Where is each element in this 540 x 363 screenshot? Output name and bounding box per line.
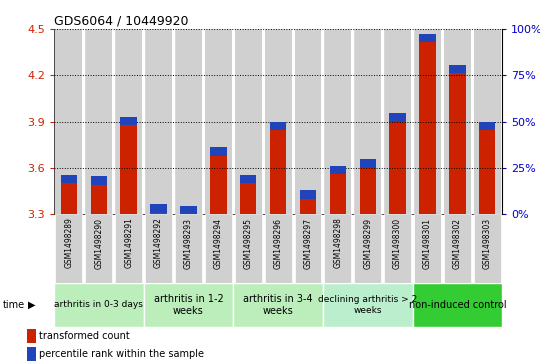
Text: arthritis in 1-2
weeks: arthritis in 1-2 weeks [153, 294, 224, 316]
Bar [210, 147, 227, 156]
Bar [54, 283, 144, 327]
Text: GSM1498292: GSM1498292 [154, 217, 163, 269]
Text: GSM1498294: GSM1498294 [214, 217, 223, 269]
Bar [60, 175, 77, 214]
Text: arthritis in 3-4
weeks: arthritis in 3-4 weeks [244, 294, 313, 316]
Bar [419, 34, 436, 42]
Bar [419, 34, 436, 214]
Bar [235, 29, 262, 214]
Bar [360, 159, 376, 214]
Bar [56, 214, 83, 283]
Text: time: time [3, 300, 25, 310]
Bar [85, 29, 112, 214]
Text: GSM1498299: GSM1498299 [363, 217, 372, 269]
Bar [210, 147, 227, 214]
Bar [270, 122, 286, 130]
Bar [474, 29, 501, 214]
Bar [449, 65, 465, 73]
Text: percentile rank within the sample: percentile rank within the sample [39, 349, 204, 359]
Bar [479, 122, 496, 130]
Bar [144, 283, 233, 327]
Bar [325, 29, 352, 214]
Bar [205, 29, 232, 214]
Bar [329, 166, 346, 174]
Bar [175, 29, 202, 214]
Text: GSM1498289: GSM1498289 [64, 217, 73, 269]
Bar [205, 214, 232, 283]
Bar [120, 117, 137, 214]
Bar [270, 122, 286, 214]
Bar [235, 214, 262, 283]
Bar [474, 214, 501, 283]
Bar [27, 329, 36, 343]
Bar [145, 29, 172, 214]
Bar [115, 214, 142, 283]
Bar [354, 214, 381, 283]
Text: non-induced control: non-induced control [409, 300, 506, 310]
Bar [449, 65, 465, 214]
Bar [413, 283, 502, 327]
Text: GSM1498295: GSM1498295 [244, 217, 253, 269]
Bar [85, 214, 112, 283]
Text: GSM1498297: GSM1498297 [303, 217, 313, 269]
Bar [294, 214, 321, 283]
Bar [56, 29, 83, 214]
Text: arthritis in 0-3 days: arthritis in 0-3 days [55, 301, 143, 309]
Text: transformed count: transformed count [39, 331, 130, 341]
Bar [414, 214, 441, 283]
Bar [325, 214, 352, 283]
Bar [91, 176, 107, 185]
Text: declining arthritis > 2
weeks: declining arthritis > 2 weeks [318, 295, 417, 315]
Bar [120, 117, 137, 126]
Bar [27, 347, 36, 361]
Text: GDS6064 / 10449920: GDS6064 / 10449920 [54, 15, 188, 28]
Text: ▶: ▶ [28, 300, 36, 310]
Bar [323, 283, 413, 327]
Bar [145, 214, 172, 283]
Bar [265, 214, 292, 283]
Bar [389, 113, 406, 122]
Bar [180, 207, 197, 215]
Bar [150, 204, 167, 214]
Bar [233, 283, 323, 327]
Bar [384, 29, 411, 214]
Bar [300, 190, 316, 199]
Text: GSM1498301: GSM1498301 [423, 217, 432, 269]
Text: GSM1498291: GSM1498291 [124, 217, 133, 269]
Bar [175, 214, 202, 283]
Text: GSM1498303: GSM1498303 [483, 217, 492, 269]
Bar [389, 113, 406, 214]
Text: GSM1498302: GSM1498302 [453, 217, 462, 269]
Bar [294, 29, 321, 214]
Bar [91, 176, 107, 214]
Bar [240, 175, 256, 183]
Text: GSM1498296: GSM1498296 [274, 217, 282, 269]
Bar [414, 29, 441, 214]
Bar [115, 29, 142, 214]
Bar [329, 166, 346, 214]
Bar [265, 29, 292, 214]
Bar [150, 204, 167, 213]
Bar [444, 214, 471, 283]
Bar [354, 29, 381, 214]
Bar [360, 159, 376, 168]
Bar [180, 207, 197, 214]
Text: GSM1498300: GSM1498300 [393, 217, 402, 269]
Text: GSM1498293: GSM1498293 [184, 217, 193, 269]
Bar [300, 190, 316, 214]
Text: GSM1498298: GSM1498298 [333, 217, 342, 269]
Bar [444, 29, 471, 214]
Bar [479, 122, 496, 214]
Text: GSM1498290: GSM1498290 [94, 217, 103, 269]
Bar [60, 175, 77, 183]
Bar [384, 214, 411, 283]
Bar [240, 175, 256, 214]
